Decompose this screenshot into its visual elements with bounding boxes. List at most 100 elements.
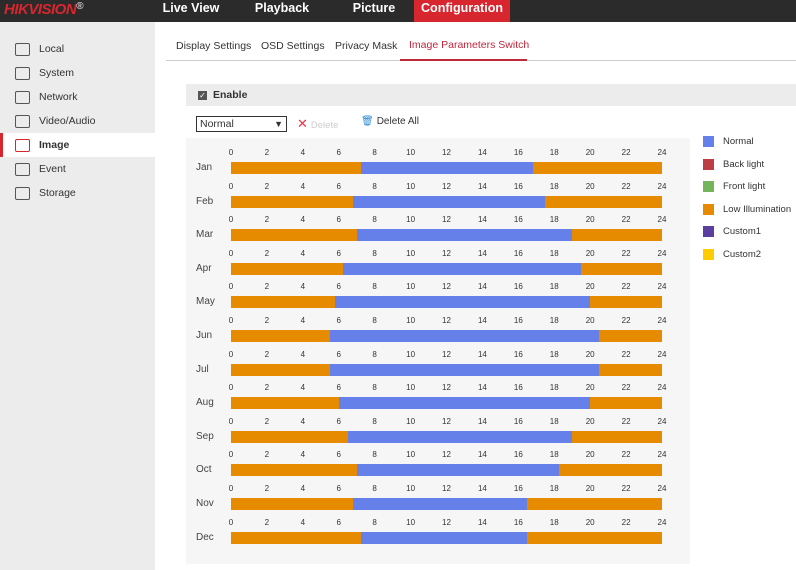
schedule-timeline: Jan 0 2 4 6 8 10 12 14 16 18 20 22 24 Feb 0 2 4 6 8 10 12 14 16… bbox=[186, 138, 690, 564]
bar-low-illumination[interactable] bbox=[231, 296, 336, 309]
bar-low-illumination[interactable] bbox=[231, 430, 348, 443]
axis-tick-label: 16 bbox=[513, 484, 523, 493]
bar-low-illumination[interactable] bbox=[581, 262, 662, 275]
tab-privacy-mask[interactable]: Privacy Mask bbox=[335, 40, 398, 52]
bar-normal[interactable] bbox=[353, 498, 528, 510]
axis-tick-label: 8 bbox=[372, 148, 377, 157]
bar-low-illumination[interactable] bbox=[599, 330, 662, 342]
bar-low-illumination[interactable] bbox=[572, 430, 662, 443]
bar-low-illumination[interactable] bbox=[231, 397, 339, 410]
axis-tick-label: 4 bbox=[300, 416, 306, 426]
legend-item: Front light bbox=[703, 181, 766, 193]
bar-low-illumination[interactable] bbox=[231, 531, 362, 544]
axis-tick-label: 14 bbox=[477, 517, 487, 527]
axis-tick-label: 16 bbox=[513, 181, 523, 191]
tab-display-settings[interactable]: Display Settings bbox=[176, 40, 252, 52]
enable-checkbox[interactable]: ✓ bbox=[198, 91, 207, 100]
nav-live-view[interactable]: Live View bbox=[162, 1, 220, 15]
legend-label: Front light bbox=[723, 181, 766, 193]
axis-tick-label: 8 bbox=[372, 484, 377, 493]
tab-osd-settings[interactable]: OSD Settings bbox=[261, 40, 325, 52]
sidebar-item-storage[interactable]: Storage bbox=[0, 181, 155, 205]
bar-normal[interactable] bbox=[343, 262, 582, 275]
bar-low-illumination[interactable] bbox=[231, 363, 330, 376]
sidebar-item-video-audio[interactable]: Video/Audio bbox=[0, 109, 155, 133]
bar-low-illumination[interactable] bbox=[231, 195, 354, 208]
axis-tick-label: 14 bbox=[477, 316, 487, 325]
axis-tick-label: 24 bbox=[657, 484, 667, 493]
bar-low-illumination[interactable] bbox=[231, 330, 330, 342]
bar-normal[interactable] bbox=[361, 531, 528, 544]
bar-low-illumination[interactable] bbox=[231, 464, 357, 477]
bar-low-illumination[interactable] bbox=[545, 195, 662, 208]
axis-tick-label: 8 bbox=[372, 349, 377, 359]
bar-low-illumination[interactable] bbox=[231, 229, 357, 242]
sidebar-item-image[interactable]: Image bbox=[0, 133, 155, 157]
nav-playback[interactable]: Playback bbox=[254, 1, 310, 15]
axis-tick-label: 14 bbox=[477, 282, 487, 292]
axis-tick-label: 8 bbox=[372, 517, 377, 527]
axis-tick-label: 24 bbox=[657, 349, 667, 359]
axis-tick-label: 22 bbox=[621, 148, 631, 157]
bar-low-illumination[interactable] bbox=[527, 531, 662, 544]
legend-swatch bbox=[703, 203, 714, 215]
axis-tick-label: 10 bbox=[406, 517, 416, 527]
month-label: Mar bbox=[196, 229, 214, 241]
axis-tick-label: 6 bbox=[336, 215, 341, 225]
bar-normal[interactable] bbox=[356, 229, 573, 242]
axis-tick-label: 14 bbox=[477, 416, 487, 426]
axis-tick-label: 4 bbox=[300, 181, 306, 191]
bar-normal[interactable] bbox=[335, 296, 591, 309]
axis-tick-label: 18 bbox=[549, 349, 559, 359]
bar-low-illumination[interactable] bbox=[558, 464, 662, 477]
sidebar-item-event[interactable]: Event bbox=[0, 157, 155, 181]
axis-tick-label: 0 bbox=[228, 148, 234, 157]
bar-normal[interactable] bbox=[329, 330, 600, 342]
month-label: Nov bbox=[196, 498, 214, 509]
bar-normal[interactable] bbox=[353, 195, 546, 208]
bar-low-illumination[interactable] bbox=[231, 262, 344, 275]
axis-tick-label: 22 bbox=[621, 383, 631, 393]
bar-normal[interactable] bbox=[329, 363, 600, 376]
sidebar-item-label: Video/Audio bbox=[39, 115, 96, 127]
bar-normal[interactable] bbox=[347, 430, 573, 443]
axis-tick-label: 12 bbox=[442, 416, 451, 426]
tab-image-parameters-switch[interactable]: Image Parameters Switch bbox=[409, 39, 530, 51]
bar-low-illumination[interactable] bbox=[527, 498, 662, 510]
axis-tick-label: 2 bbox=[264, 450, 270, 460]
sidebar-item-network[interactable]: Network bbox=[0, 85, 155, 109]
axis-tick-label: 10 bbox=[406, 383, 416, 393]
axis-tick-label: 24 bbox=[657, 248, 667, 258]
axis-tick-label: 8 bbox=[372, 383, 377, 393]
bar-normal[interactable] bbox=[338, 397, 591, 410]
axis-tick-label: 8 bbox=[372, 450, 377, 460]
nav-configuration[interactable]: Configuration bbox=[414, 0, 510, 22]
axis-tick-label: 18 bbox=[549, 316, 559, 325]
bar-low-illumination[interactable] bbox=[231, 162, 362, 174]
axis-tick-label: 24 bbox=[657, 316, 667, 325]
bar-low-illumination[interactable] bbox=[590, 296, 662, 309]
mode-select[interactable]: Normal ▼ bbox=[196, 116, 287, 132]
bar-normal[interactable] bbox=[356, 464, 559, 477]
axis-tick-label: 4 bbox=[300, 517, 306, 527]
bar-low-illumination[interactable] bbox=[572, 229, 662, 242]
axis-tick-label: 4 bbox=[300, 282, 306, 292]
axis-tick-label: 8 bbox=[372, 215, 377, 225]
axis-tick-label: 20 bbox=[585, 181, 595, 191]
axis-tick-label: 6 bbox=[336, 416, 341, 426]
axis-tick-label: 16 bbox=[513, 215, 523, 225]
bar-low-illumination[interactable] bbox=[590, 397, 662, 410]
bar-low-illumination[interactable] bbox=[599, 363, 662, 376]
axis-tick-label: 2 bbox=[264, 282, 270, 292]
sidebar-item-local[interactable]: Local bbox=[0, 37, 155, 61]
disk-icon bbox=[15, 186, 30, 200]
bar-low-illumination[interactable] bbox=[231, 498, 354, 510]
bar-normal[interactable] bbox=[361, 162, 533, 174]
delete-all-button[interactable]: 🗑 Delete All bbox=[361, 116, 419, 127]
bar-low-illumination[interactable] bbox=[532, 162, 662, 174]
delete-button[interactable]: ✕ Delete bbox=[297, 116, 338, 132]
month-label: Apr bbox=[196, 262, 212, 274]
axis-tick-label: 4 bbox=[300, 316, 306, 325]
nav-picture[interactable]: Picture bbox=[352, 1, 396, 15]
sidebar-item-system[interactable]: System bbox=[0, 61, 155, 85]
